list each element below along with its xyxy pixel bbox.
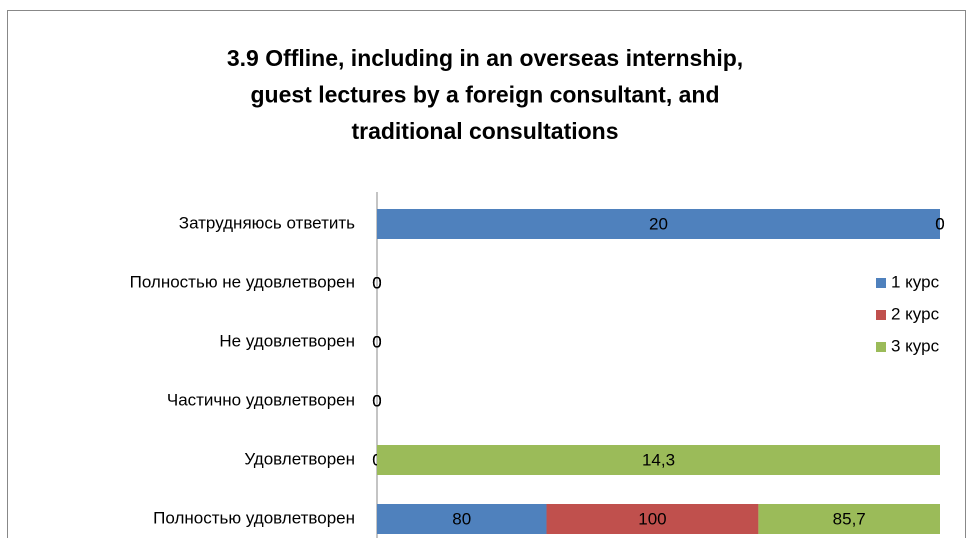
legend-label: 3 курс bbox=[891, 336, 940, 355]
data-label: 0 bbox=[372, 273, 381, 292]
legend-swatch bbox=[876, 278, 886, 288]
legend-swatch bbox=[876, 310, 886, 320]
data-label: 0 bbox=[372, 391, 381, 410]
y-tick-label: Затрудняюсь ответить bbox=[179, 213, 355, 232]
data-label: 20 bbox=[649, 214, 668, 233]
legend-label: 1 курс bbox=[891, 272, 940, 291]
bar bbox=[377, 209, 940, 239]
legend-label: 2 курс bbox=[891, 304, 940, 323]
bar bbox=[377, 445, 940, 475]
chart-title: 3.9 Offline, including in an overseas in… bbox=[227, 45, 743, 144]
legend-swatch bbox=[876, 342, 886, 352]
y-tick-label: Частично удовлетворен bbox=[167, 390, 355, 409]
data-label: 0 bbox=[372, 273, 381, 292]
data-label: 0 bbox=[372, 391, 381, 410]
data-label: 0 bbox=[372, 332, 381, 351]
y-tick-label: Полностью удовлетворен bbox=[153, 508, 355, 527]
y-tick-label: Не удовлетворен bbox=[219, 331, 355, 350]
data-label: 80 bbox=[452, 509, 471, 528]
bar bbox=[546, 504, 759, 534]
data-label: 0 bbox=[372, 332, 381, 351]
y-tick-label: Удовлетворен bbox=[244, 449, 355, 468]
bar bbox=[377, 504, 547, 534]
data-label: 85,7 bbox=[833, 509, 866, 528]
data-label: 0 bbox=[372, 332, 381, 351]
data-label: 0 bbox=[372, 273, 381, 292]
data-label: 100 bbox=[638, 509, 666, 528]
data-label: 14,3 bbox=[642, 450, 675, 469]
data-label: 0 bbox=[935, 214, 944, 233]
y-tick-label: Полностью не удовлетворен bbox=[130, 272, 355, 291]
data-label: 0 bbox=[372, 391, 381, 410]
bar bbox=[758, 504, 940, 534]
data-label: 0 bbox=[935, 214, 944, 233]
